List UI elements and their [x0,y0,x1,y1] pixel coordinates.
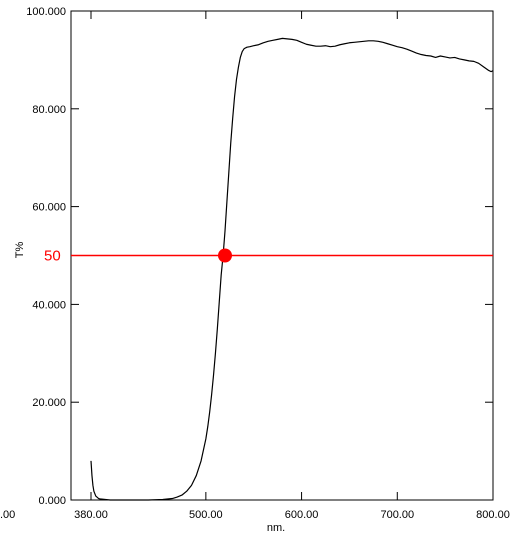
y-tick-label: 20.000 [32,397,66,409]
x-tick-label: 380.00 [74,509,108,521]
y-tick-label: 100.000 [26,6,66,18]
y-tick-label: 40.000 [32,299,66,311]
x-tick-label: 500.00 [189,509,223,521]
transmission-series-line [90,37,494,501]
x-tick-label: .00 [0,509,15,521]
y-tick-label: 80.000 [32,104,66,116]
y-tick-label: 0.000 [38,495,66,507]
x-axis-title: nm. [267,522,285,534]
x-tick-label: 700.00 [380,509,414,521]
y-axis-title: T% [14,242,26,259]
crossing-point-marker [218,248,232,263]
x-tick-label: 600.00 [285,509,319,521]
y-tick-label: 60.000 [32,202,66,214]
x-tick-label: 800.00 [476,509,510,521]
reference-line-label: 50 [44,248,61,265]
